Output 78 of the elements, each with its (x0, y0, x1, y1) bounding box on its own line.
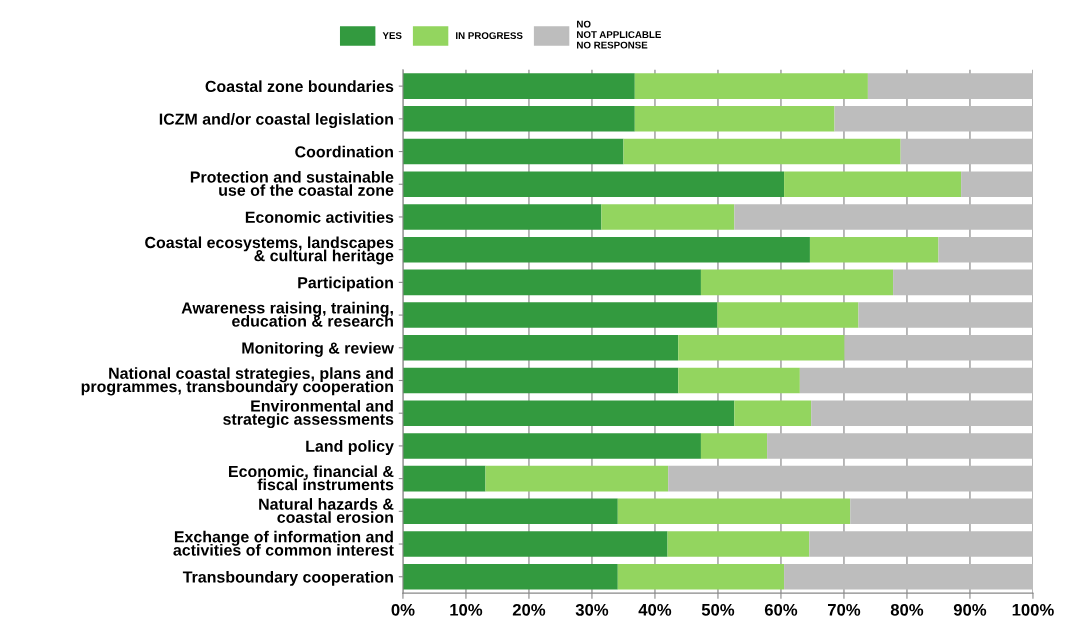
bar (402, 465, 486, 492)
bar (402, 73, 635, 99)
bar (402, 335, 679, 361)
y-tick-label: Coastal zone boundaries (205, 80, 394, 93)
bar (402, 433, 701, 459)
bar (700, 433, 768, 459)
bar (617, 498, 851, 525)
y-tick-label: ICZM and/or coastal legislation (159, 113, 393, 129)
x-tick-label: 40% (638, 603, 672, 616)
bar (734, 204, 1033, 230)
bar (402, 269, 701, 296)
y-tick-label: Participation (298, 276, 393, 292)
bar (668, 465, 1033, 492)
bar (402, 498, 618, 525)
bar (402, 171, 785, 198)
bar (834, 106, 1033, 132)
bar (667, 531, 810, 557)
bar (717, 302, 859, 328)
bar (623, 138, 901, 165)
bar (402, 302, 718, 328)
bar (811, 400, 1033, 426)
bar (844, 335, 1033, 361)
legend-label: IN PROGRESS (456, 32, 523, 40)
bar (867, 73, 1033, 99)
x-tick-label: 0% (391, 603, 415, 616)
bar (402, 138, 624, 165)
bar (850, 498, 1033, 525)
x-tick-label: 50% (701, 603, 735, 616)
bar (402, 400, 735, 426)
y-tick-label: Coastal ecosystems, landscapes & cultural heritage (145, 236, 394, 265)
bar (402, 106, 635, 132)
bar (402, 204, 602, 230)
bar (893, 269, 1033, 296)
bar (938, 236, 1033, 263)
x-tick-label: 100% (1012, 603, 1054, 616)
y-tick-label: Natural hazards & coastal erosion (259, 498, 394, 523)
bar (402, 367, 679, 394)
bar (402, 236, 810, 263)
legend-label: YES (382, 32, 402, 40)
x-tick-label: 20% (512, 603, 546, 616)
y-tick-label: Economic activities (245, 211, 394, 223)
bar (784, 171, 962, 198)
bar (809, 236, 939, 263)
x-tick-label: 90% (953, 603, 987, 616)
bar (961, 171, 1033, 198)
y-tick-label: Awareness raising, training, education & research (181, 301, 393, 327)
bar (485, 465, 669, 492)
bar (767, 433, 1033, 459)
y-tick-label: Environmental and strategic assessments (223, 399, 394, 429)
y-tick-label: Monitoring & review (242, 342, 394, 357)
bar (634, 106, 835, 132)
y-tick-label: Exchange of information and activities of common interest (173, 530, 394, 556)
bar (900, 138, 1033, 165)
bar (634, 73, 868, 99)
bar (402, 563, 618, 590)
bar (678, 335, 845, 361)
y-tick-label: Coordination (295, 145, 393, 158)
y-tick-label: Transboundary cooperation (182, 570, 393, 586)
bar (700, 269, 894, 296)
y-tick-label: Economic, financial & fiscal instruments (229, 465, 394, 491)
bar (617, 563, 785, 590)
y-tick-label: Protection and sustainable use of the coastal zone (190, 171, 394, 196)
x-tick-label: 80% (890, 603, 924, 616)
x-tick-label: 30% (575, 603, 609, 616)
bar (402, 531, 668, 557)
x-tick-label: 10% (450, 603, 483, 616)
bar (799, 367, 1033, 394)
bar (601, 204, 735, 230)
legend-label: NO NOT APPLICABLE NO RESPONSE (577, 20, 661, 49)
bar (858, 302, 1033, 328)
bar (678, 367, 800, 394)
y-tick-label: Land policy (306, 440, 394, 456)
bar (734, 400, 812, 426)
bar (809, 531, 1033, 557)
x-tick-label: 60% (764, 603, 798, 616)
bar (784, 563, 1033, 590)
x-tick-label: 70% (827, 603, 861, 616)
y-tick-label: National coastal strategies, plans and programmes, transboundary cooperation (81, 367, 393, 396)
